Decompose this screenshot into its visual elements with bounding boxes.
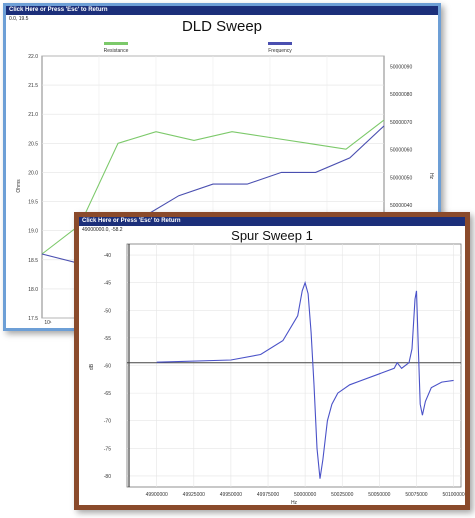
dld-ytick-label: 17.5 xyxy=(28,316,38,322)
dld-ytick-label: 20.0 xyxy=(28,170,38,176)
spur-ytick-label: -50 xyxy=(104,308,111,314)
spur-ytick-label: -65 xyxy=(104,391,111,397)
spur-ytick-label: -70 xyxy=(104,419,111,425)
spur-ylabel: dB xyxy=(89,363,95,370)
dld-ytick-label: 21.5 xyxy=(28,83,38,89)
dld-ytick-right-label: 50000040 xyxy=(390,203,412,209)
spur-cursor-readout: 49000000.0, -58.2 xyxy=(82,227,123,233)
spur-ytick-label: -55 xyxy=(104,336,111,342)
spur-sweep-window: Click Here or Press 'Esc' to Return 4900… xyxy=(74,212,470,510)
spur-chart-title: Spur Sweep 1 xyxy=(231,228,313,243)
spur-chart[interactable]: -40 -45 -50 -55 -60 -65 -70 -75 -80 49900000 49925… xyxy=(79,217,465,505)
dld-ytick-label: 19.0 xyxy=(28,229,38,235)
spur-xtick-label: 50075000 xyxy=(405,492,427,498)
dld-ytick-right-label: 50000080 xyxy=(390,92,412,98)
dld-legend-label: Resistance xyxy=(104,48,129,54)
spur-xtick-label: 50100000 xyxy=(442,492,464,498)
dld-legend-label: Frequency xyxy=(268,48,292,54)
dld-legend-swatch xyxy=(268,42,292,45)
dld-ytick-right-label: 50000050 xyxy=(390,175,412,181)
dld-xtick-label: 10¹ xyxy=(44,320,52,326)
dld-chart-title: DLD Sweep xyxy=(181,18,263,35)
dld-ytick-label: 18.0 xyxy=(28,287,38,293)
dld-ytick-right-label: 50000060 xyxy=(390,148,412,154)
dld-ytick-right-label: 50000070 xyxy=(390,120,412,126)
dld-ylabel-right: Hz xyxy=(428,173,434,180)
spur-xtick-label: 50025000 xyxy=(331,492,353,498)
spur-xtick-label: 50000000 xyxy=(294,492,316,498)
spur-ytick-label: -60 xyxy=(104,364,111,370)
dld-series-line-resistance xyxy=(41,119,385,255)
spur-ytick-label: -75 xyxy=(104,446,111,452)
spur-ytick-label: -40 xyxy=(104,253,111,259)
dld-return-bar[interactable]: Click Here or Press 'Esc' to Return xyxy=(6,6,438,15)
dld-legend-swatch xyxy=(104,42,128,45)
spur-xtick-label: 49950000 xyxy=(220,492,242,498)
dld-ytick-label: 18.5 xyxy=(28,258,38,264)
spur-xtick-label: 50050000 xyxy=(368,492,390,498)
dld-ytick-label: 20.5 xyxy=(28,141,38,147)
dld-ylabel: Ohms xyxy=(16,179,22,193)
spur-xtick-label: 49900000 xyxy=(146,492,168,498)
dld-ytick-label: 21.0 xyxy=(28,112,38,118)
dld-ytick-label: 19.5 xyxy=(28,200,38,206)
spur-xtick-label: 49925000 xyxy=(183,492,205,498)
dld-cursor-readout: 0.0, 19.5 xyxy=(9,16,29,22)
spur-ytick-label: -80 xyxy=(104,474,111,480)
dld-ytick-label: 22.0 xyxy=(28,54,38,60)
spur-xtick-label: 49975000 xyxy=(257,492,279,498)
dld-ytick-right-label: 50000090 xyxy=(390,64,412,70)
spur-ytick-label: -45 xyxy=(104,281,111,287)
spur-xlabel: Hz xyxy=(291,500,298,505)
spur-series-line xyxy=(156,280,454,479)
spur-return-bar[interactable]: Click Here or Press 'Esc' to Return xyxy=(79,217,465,226)
